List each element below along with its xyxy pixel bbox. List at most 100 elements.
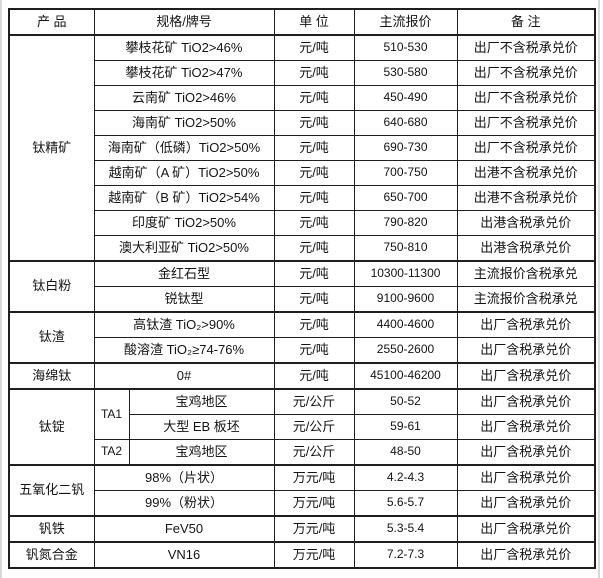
unit-cell: 元/吨 (273, 110, 355, 136)
price-cell: 450-490 (353, 85, 458, 111)
note-cell: 出厂不含税承兑价 (456, 60, 596, 86)
price-cell: 4.2-4.3 (353, 464, 458, 491)
table-row: 海绵钛 0# 元/吨 45100-46200 出厂含税承兑价 (8, 362, 596, 390)
unit-cell: 元/吨 (273, 362, 355, 390)
spec-cell: FeV50 (93, 515, 275, 543)
unit-cell: 元/吨 (273, 286, 355, 313)
price-cell: 9100-9600 (353, 286, 458, 313)
price-cell: 690-730 (353, 135, 458, 161)
product-cell: 钒铁 (8, 515, 95, 543)
unit-cell: 元/吨 (273, 235, 355, 262)
note-cell: 出厂含税承兑价 (456, 439, 596, 466)
unit-cell: 万元/吨 (273, 464, 355, 491)
table-row: 海南矿（低磷）TiO2>50% 元/吨 690-730 出厂不含税承兑价 (9, 135, 596, 161)
note-cell: 出厂含税承兑价 (456, 541, 596, 569)
spec-cell: 攀枝花矿 TiO2>47% (93, 60, 275, 86)
price-cell: 700-750 (353, 160, 458, 186)
price-cell: 790-820 (353, 210, 458, 236)
unit-cell: 元/吨 (273, 185, 355, 211)
price-cell: 510-530 (353, 34, 458, 61)
col-header-note: 备 注 (456, 8, 596, 36)
note-cell: 出港含税承兑价 (456, 235, 596, 262)
note-cell: 出厂不含税承兑价 (456, 135, 596, 161)
price-cell: 50-52 (353, 388, 458, 415)
spec-cell: 海南矿 TiO2>50% (93, 110, 275, 136)
note-cell: 主流报价含税承兑 (456, 286, 596, 313)
table-row: 海南矿 TiO2>50% 元/吨 640-680 出厂不含税承兑价 (9, 110, 596, 136)
unit-cell: 元/公斤 (273, 439, 355, 466)
unit-cell: 元/吨 (273, 34, 355, 61)
spec-cell: 攀枝花矿 TiO2>46% (93, 34, 275, 61)
price-cell: 750-810 (353, 235, 458, 262)
spec-cell: 宝鸡地区 (128, 388, 275, 415)
table-row: 钛白粉 金红石型 元/吨 10300-11300 主流报价含税承兑 (8, 260, 596, 313)
table-row: 大型 EB 板坯 元/公斤 59-61 出厂含税承兑价 (9, 414, 596, 440)
unit-cell: 元/吨 (273, 311, 355, 338)
unit-cell: 元/吨 (273, 260, 355, 287)
table-row: 酸溶渣 TiO₂≥74-76% 元/吨 2550-2600 出厂含税承兑价 (9, 337, 596, 364)
note-cell: 出厂不含税承兑价 (456, 110, 596, 136)
spec-cell: 大型 EB 板坯 (128, 414, 275, 440)
table-row: 钒铁 FeV50 万元/吨 5.3-5.4 出厂含税承兑价 (8, 515, 596, 543)
product-cell: 海绵钛 (8, 362, 95, 390)
note-cell: 出厂不含税承兑价 (456, 85, 596, 111)
price-cell: 48-50 (353, 439, 458, 466)
note-cell: 出港不含税承兑价 (456, 185, 596, 211)
table-row: 攀枝花矿 TiO2>47% 元/吨 530-580 出厂不含税承兑价 (9, 60, 596, 86)
price-cell: 5.3-5.4 (353, 515, 458, 543)
price-cell: 650-700 (353, 185, 458, 211)
table-row: 越南矿（B 矿）TiO2>54% 元/吨 650-700 出港不含税承兑价 (9, 185, 596, 211)
product-cell: 五氧化二钒 (8, 464, 95, 517)
spec-cell: 澳大利亚矿 TiO2>50% (93, 235, 275, 262)
table-row: 锐钛型 元/吨 9100-9600 主流报价含税承兑 (9, 286, 596, 313)
spec-cell: 锐钛型 (93, 286, 275, 313)
unit-cell: 元/公斤 (273, 414, 355, 440)
note-cell: 出厂不含税承兑价 (456, 34, 596, 61)
note-cell: 主流报价含税承兑 (456, 260, 596, 287)
note-cell: 出厂含税承兑价 (456, 464, 596, 491)
unit-cell: 元/吨 (273, 85, 355, 111)
col-header-product: 产 品 (8, 8, 95, 36)
screen-edge-right (598, 0, 600, 578)
table-row: 99%（粉状） 万元/吨 5.6-5.7 出厂含税承兑价 (9, 490, 596, 517)
note-cell: 出厂含税承兑价 (456, 414, 596, 440)
note-cell: 出港不含税承兑价 (456, 160, 596, 186)
spec-cell: 越南矿（A 矿）TiO2>50% (93, 160, 275, 186)
spec-cell: 99%（粉状） (93, 490, 275, 517)
table-row: 钛渣 高钛渣 TiO₂>90% 元/吨 4400-4600 出厂含税承兑价 (8, 311, 596, 364)
unit-cell: 元/吨 (273, 210, 355, 236)
col-header-unit: 单 位 (273, 8, 355, 36)
product-cell: 钛白粉 (8, 260, 95, 313)
price-cell: 10300-11300 (353, 260, 458, 287)
table-row: 印度矿 TiO2>50% 元/吨 790-820 出港含税承兑价 (9, 210, 596, 236)
note-cell: 出厂含税承兑价 (456, 490, 596, 517)
unit-cell: 万元/吨 (273, 490, 355, 517)
spec-cell: 高钛渣 TiO₂>90% (93, 311, 275, 338)
table-row: 钛锭 TA1 宝鸡地区 元/公斤 50-52 出厂含税承兑价 (8, 388, 596, 466)
price-cell: 45100-46200 (353, 362, 458, 390)
table-row: 钒氮合金 VN16 万元/吨 7.2-7.3 出厂含税承兑价 (8, 541, 596, 569)
screen-edge-left (0, 0, 2, 578)
spec-cell: 0# (93, 362, 275, 390)
note-cell: 出厂含税承兑价 (456, 362, 596, 390)
table-row: 云南矿 TiO2>46% 元/吨 450-490 出厂不含税承兑价 (9, 85, 596, 111)
price-cell: 59-61 (353, 414, 458, 440)
price-cell: 640-680 (353, 110, 458, 136)
table-row: 澳大利亚矿 TiO2>50% 元/吨 750-810 出港含税承兑价 (9, 235, 596, 262)
price-cell: 5.6-5.7 (353, 490, 458, 517)
unit-cell: 万元/吨 (273, 541, 355, 569)
product-cell: 钛锭 (8, 388, 95, 466)
col-header-price: 主流报价 (353, 8, 458, 36)
note-cell: 出港含税承兑价 (456, 210, 596, 236)
spec-cell: 云南矿 TiO2>46% (93, 85, 275, 111)
table-row: TA2 宝鸡地区 元/公斤 48-50 出厂含税承兑价 (9, 439, 596, 466)
table-row: 钛精矿 攀枝花矿 TiO2>46% 元/吨 510-530 出厂不含税承兑价 (8, 34, 596, 262)
col-header-spec: 规格/牌号 (93, 8, 275, 36)
table-row: 五氧化二钒 98%（片状） 万元/吨 4.2-4.3 出厂含税承兑价 (8, 464, 596, 517)
product-cell: 钛精矿 (8, 34, 95, 262)
table-row: 越南矿（A 矿）TiO2>50% 元/吨 700-750 出港不含税承兑价 (9, 160, 596, 186)
unit-cell: 万元/吨 (273, 515, 355, 543)
product-cell: 钛渣 (8, 311, 95, 364)
note-cell: 出厂含税承兑价 (456, 311, 596, 338)
